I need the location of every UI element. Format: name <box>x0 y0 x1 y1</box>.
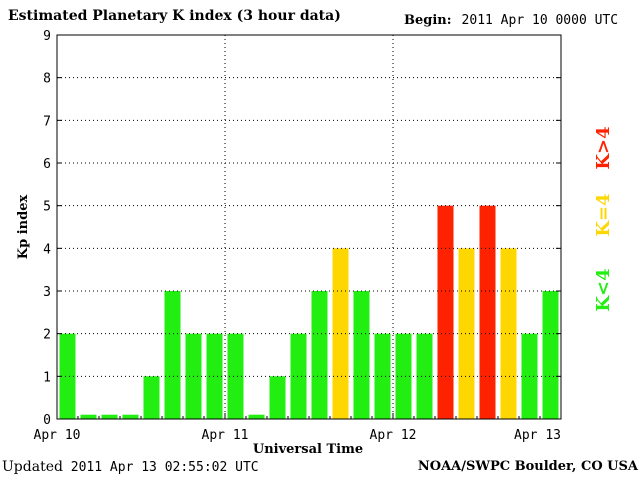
kp-bar <box>248 414 265 419</box>
kp-bar <box>332 248 349 419</box>
x-tick-label: Apr 10 <box>34 428 81 443</box>
y-axis: 0 1 2 3 4 5 6 7 8 9 <box>43 29 561 428</box>
kp-bar <box>227 333 244 419</box>
y-tick-label: 5 <box>43 200 51 215</box>
kp-bar <box>395 333 412 419</box>
kp-bar <box>143 376 160 419</box>
kp-bar <box>353 291 370 419</box>
y-axis-title: Kp index <box>16 195 31 260</box>
credit-line: NOAA/SWPC Boulder, CO USA <box>417 459 638 474</box>
y-tick-label: 9 <box>43 29 51 44</box>
legend-low: K<4 <box>593 268 614 311</box>
x-tick-label: Apr 12 <box>370 428 417 443</box>
updated-label: Updated <box>2 459 63 475</box>
kp-bar <box>500 248 517 419</box>
y-tick-label: 4 <box>43 242 51 257</box>
kp-bar <box>374 333 391 419</box>
kp-bar <box>101 414 118 419</box>
y-tick-label: 3 <box>43 285 51 300</box>
kp-bar <box>269 376 286 419</box>
begin-label: Begin: <box>404 13 452 28</box>
bars-group <box>59 205 559 419</box>
kp-bar <box>80 414 97 419</box>
y-tick-label: 6 <box>43 157 51 172</box>
y-tick-label: 2 <box>43 328 51 343</box>
y-tick-label: 0 <box>43 413 51 428</box>
y-tick-label: 1 <box>43 370 51 385</box>
y-tick-label: 8 <box>43 72 51 87</box>
chart-title: Estimated Planetary K index (3 hour data… <box>8 8 341 24</box>
kp-bar <box>59 333 76 419</box>
kp-bar <box>311 291 328 419</box>
kp-bar <box>416 333 433 419</box>
begin-value: 2011 Apr 10 0000 UTC <box>461 13 619 28</box>
kp-bar <box>458 248 475 419</box>
x-axis-title: Universal Time <box>253 442 363 457</box>
updated-timestamp: Updated 2011 Apr 13 02:55:02 UTC <box>2 459 259 475</box>
kp-bar <box>479 205 496 419</box>
kp-bar <box>164 291 181 419</box>
kp-bar <box>206 333 223 419</box>
legend-mid: K=4 <box>593 193 614 236</box>
begin-time: Begin: 2011 Apr 10 0000 UTC <box>404 13 618 28</box>
kp-bar <box>290 333 307 419</box>
updated-value: 2011 Apr 13 02:55:02 UTC <box>70 460 259 475</box>
kp-bar <box>437 205 454 419</box>
x-axis: Apr 10 Apr 11 Apr 12 Apr 13 <box>34 413 562 443</box>
kp-bar <box>542 291 559 419</box>
gridlines <box>57 35 561 419</box>
x-tick-label: Apr 11 <box>202 428 249 443</box>
legend-high: K>4 <box>593 126 614 169</box>
y-tick-label: 7 <box>43 114 51 129</box>
kp-bar <box>122 414 139 419</box>
x-tick-label: Apr 13 <box>514 428 561 443</box>
